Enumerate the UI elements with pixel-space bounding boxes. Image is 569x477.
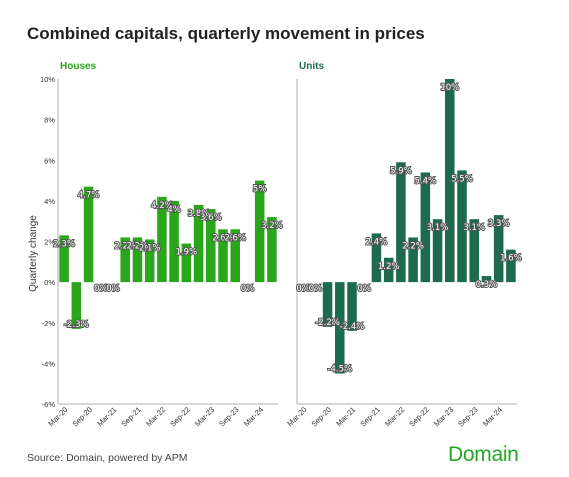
- y-tick-label: 2%: [44, 238, 55, 247]
- x-tick-label-units: Mar-23: [432, 405, 455, 428]
- source-note: Source: Domain, powered by APM: [27, 452, 188, 464]
- data-label-units-Sep-22: 5.4%: [415, 176, 437, 186]
- data-label-houses-Jun-22: 4%: [167, 205, 181, 215]
- x-tick-label-units: Sep-23: [456, 405, 479, 428]
- bar-houses-Mar-20: [59, 235, 69, 283]
- y-tick-label: -6%: [42, 400, 56, 409]
- x-tick-label-houses: Mar-23: [193, 405, 216, 428]
- y-tick-label: -4%: [42, 359, 56, 368]
- data-label-units-Jun-20: 0%: [309, 284, 323, 294]
- data-label-houses-Sep-21: 2.2%: [127, 241, 149, 251]
- y-tick-label: 0%: [44, 278, 55, 287]
- bar-units-Mar-22: [396, 162, 406, 283]
- x-tick-label-houses: Sep-21: [119, 405, 142, 428]
- bar-units-Jun-24: [506, 249, 516, 283]
- bar-units-Sep-20: [322, 282, 333, 327]
- x-tick-label-units: Sep-20: [310, 405, 333, 428]
- bar-units-Mar-21: [347, 282, 357, 331]
- x-tick-label-houses: Mar-24: [242, 405, 265, 428]
- data-label-units-Mar-21: -2.4%: [340, 322, 365, 332]
- bar-houses-Jun-20: [71, 282, 82, 329]
- bar-houses-Dec-21: [144, 239, 155, 283]
- data-label-units-Jun-24: 1.6%: [500, 254, 522, 264]
- data-label-houses-Jun-23: 2.6%: [212, 233, 234, 243]
- data-label-units-Jun-23: 5.5%: [451, 174, 473, 184]
- data-label-units-Jun-21: 0%: [357, 284, 371, 294]
- x-tick-label-units: Mar-22: [383, 405, 406, 428]
- y-tick-label: 10%: [40, 75, 55, 84]
- data-label-units-Mar-20: 0%: [296, 284, 310, 294]
- data-label-units-Mar-22: 5.9%: [390, 166, 412, 176]
- bar-units-Sep-23: [469, 219, 479, 283]
- data-label-units-Sep-23: 3.1%: [463, 223, 485, 233]
- bar-units-Dec-20: [335, 282, 345, 374]
- data-label-houses-Dec-21: 2.1%: [139, 243, 161, 253]
- bar-houses-Sep-21: [132, 237, 143, 283]
- data-label-houses-Jun-21: 2.2%: [114, 241, 136, 251]
- y-axis-label: Quarterly change: [28, 215, 39, 292]
- x-tick-label-houses: Sep-20: [71, 405, 94, 428]
- x-tick-label-units: Mar-21: [334, 405, 357, 428]
- bar-houses-Jun-23: [218, 229, 228, 283]
- data-label-units-Dec-22: 3.1%: [427, 223, 449, 233]
- y-tick-label: 8%: [44, 116, 55, 125]
- panel-title-units: Units: [299, 61, 324, 72]
- x-tick-label-houses: Sep-22: [168, 405, 191, 428]
- bar-houses-Dec-22: [193, 204, 204, 283]
- bar-houses-Mar-23: [206, 209, 216, 283]
- data-label-houses-Dec-20: 0%: [94, 284, 108, 294]
- data-label-units-Jun-22: 2.2%: [402, 241, 424, 251]
- data-label-units-Mar-23: 10%: [440, 83, 459, 93]
- panel-title-houses: Houses: [60, 61, 97, 72]
- data-label-units-Mar-24: 3.3%: [488, 219, 510, 229]
- x-tick-label-houses: Mar-21: [95, 405, 118, 428]
- bar-units-Jun-23: [457, 170, 467, 283]
- data-label-houses-Dec-23: 0%: [241, 284, 255, 294]
- data-label-houses-Sep-23: 2.6%: [224, 233, 246, 243]
- data-label-houses-Sep-22: 1.9%: [176, 248, 198, 258]
- x-tick-label-units: Mar-24: [481, 405, 504, 428]
- data-label-houses-Mar-20: 2.3%: [53, 239, 75, 249]
- x-tick-label-units: Mar-20: [285, 405, 308, 428]
- data-label-houses-Jun-24: 3.2%: [261, 221, 283, 231]
- y-tick-label: 6%: [44, 156, 55, 165]
- chart-title: Combined capitals, quarterly movement in…: [27, 24, 425, 43]
- data-label-units-Sep-21: 2.4%: [366, 237, 388, 247]
- bar-units-Jun-22: [408, 237, 418, 283]
- bar-houses-Sep-20: [83, 186, 94, 283]
- data-label-houses-Jun-20: -2.3%: [64, 320, 89, 330]
- bar-units-Sep-22: [420, 172, 431, 283]
- bar-houses-Jun-24: [267, 217, 277, 283]
- bar-houses-Sep-22: [181, 243, 192, 283]
- data-label-units-Dec-23: 0.3%: [476, 280, 498, 290]
- bar-houses-Mar-22: [157, 196, 167, 283]
- data-label-houses-Sep-20: 4.7%: [78, 191, 100, 201]
- data-label-houses-Mar-24: 5%: [253, 185, 267, 195]
- domain-logo: Domain: [448, 443, 519, 466]
- data-label-houses-Mar-23: 3.6%: [200, 213, 222, 223]
- bar-houses-Sep-23: [230, 229, 240, 283]
- data-label-units-Sep-20: -2.2%: [315, 318, 340, 328]
- data-label-houses-Mar-22: 4.2%: [151, 201, 173, 211]
- data-label-units-Dec-20: -4.5%: [327, 365, 352, 375]
- bar-houses-Jun-21: [120, 237, 130, 283]
- bar-units-Mar-23: [445, 79, 455, 283]
- data-label-units-Dec-21: 1.2%: [378, 262, 400, 272]
- y-tick-label: 4%: [44, 197, 55, 206]
- x-tick-label-units: Sep-21: [358, 405, 381, 428]
- bar-units-Dec-22: [432, 219, 443, 283]
- x-tick-label-houses: Mar-22: [144, 405, 167, 428]
- bar-units-Dec-23: [481, 276, 492, 283]
- bar-units-Sep-21: [371, 233, 382, 283]
- x-tick-label-houses: Sep-23: [217, 405, 240, 428]
- data-label-houses-Mar-21: 0%: [106, 284, 120, 294]
- y-tick-label: -2%: [42, 319, 56, 328]
- bar-units-Dec-21: [383, 257, 394, 283]
- bar-units-Mar-24: [493, 215, 504, 283]
- x-tick-label-units: Sep-22: [407, 405, 430, 428]
- data-label-houses-Dec-22: 3.8%: [188, 209, 210, 219]
- bar-houses-Mar-24: [254, 180, 265, 283]
- bar-houses-Jun-22: [169, 200, 179, 283]
